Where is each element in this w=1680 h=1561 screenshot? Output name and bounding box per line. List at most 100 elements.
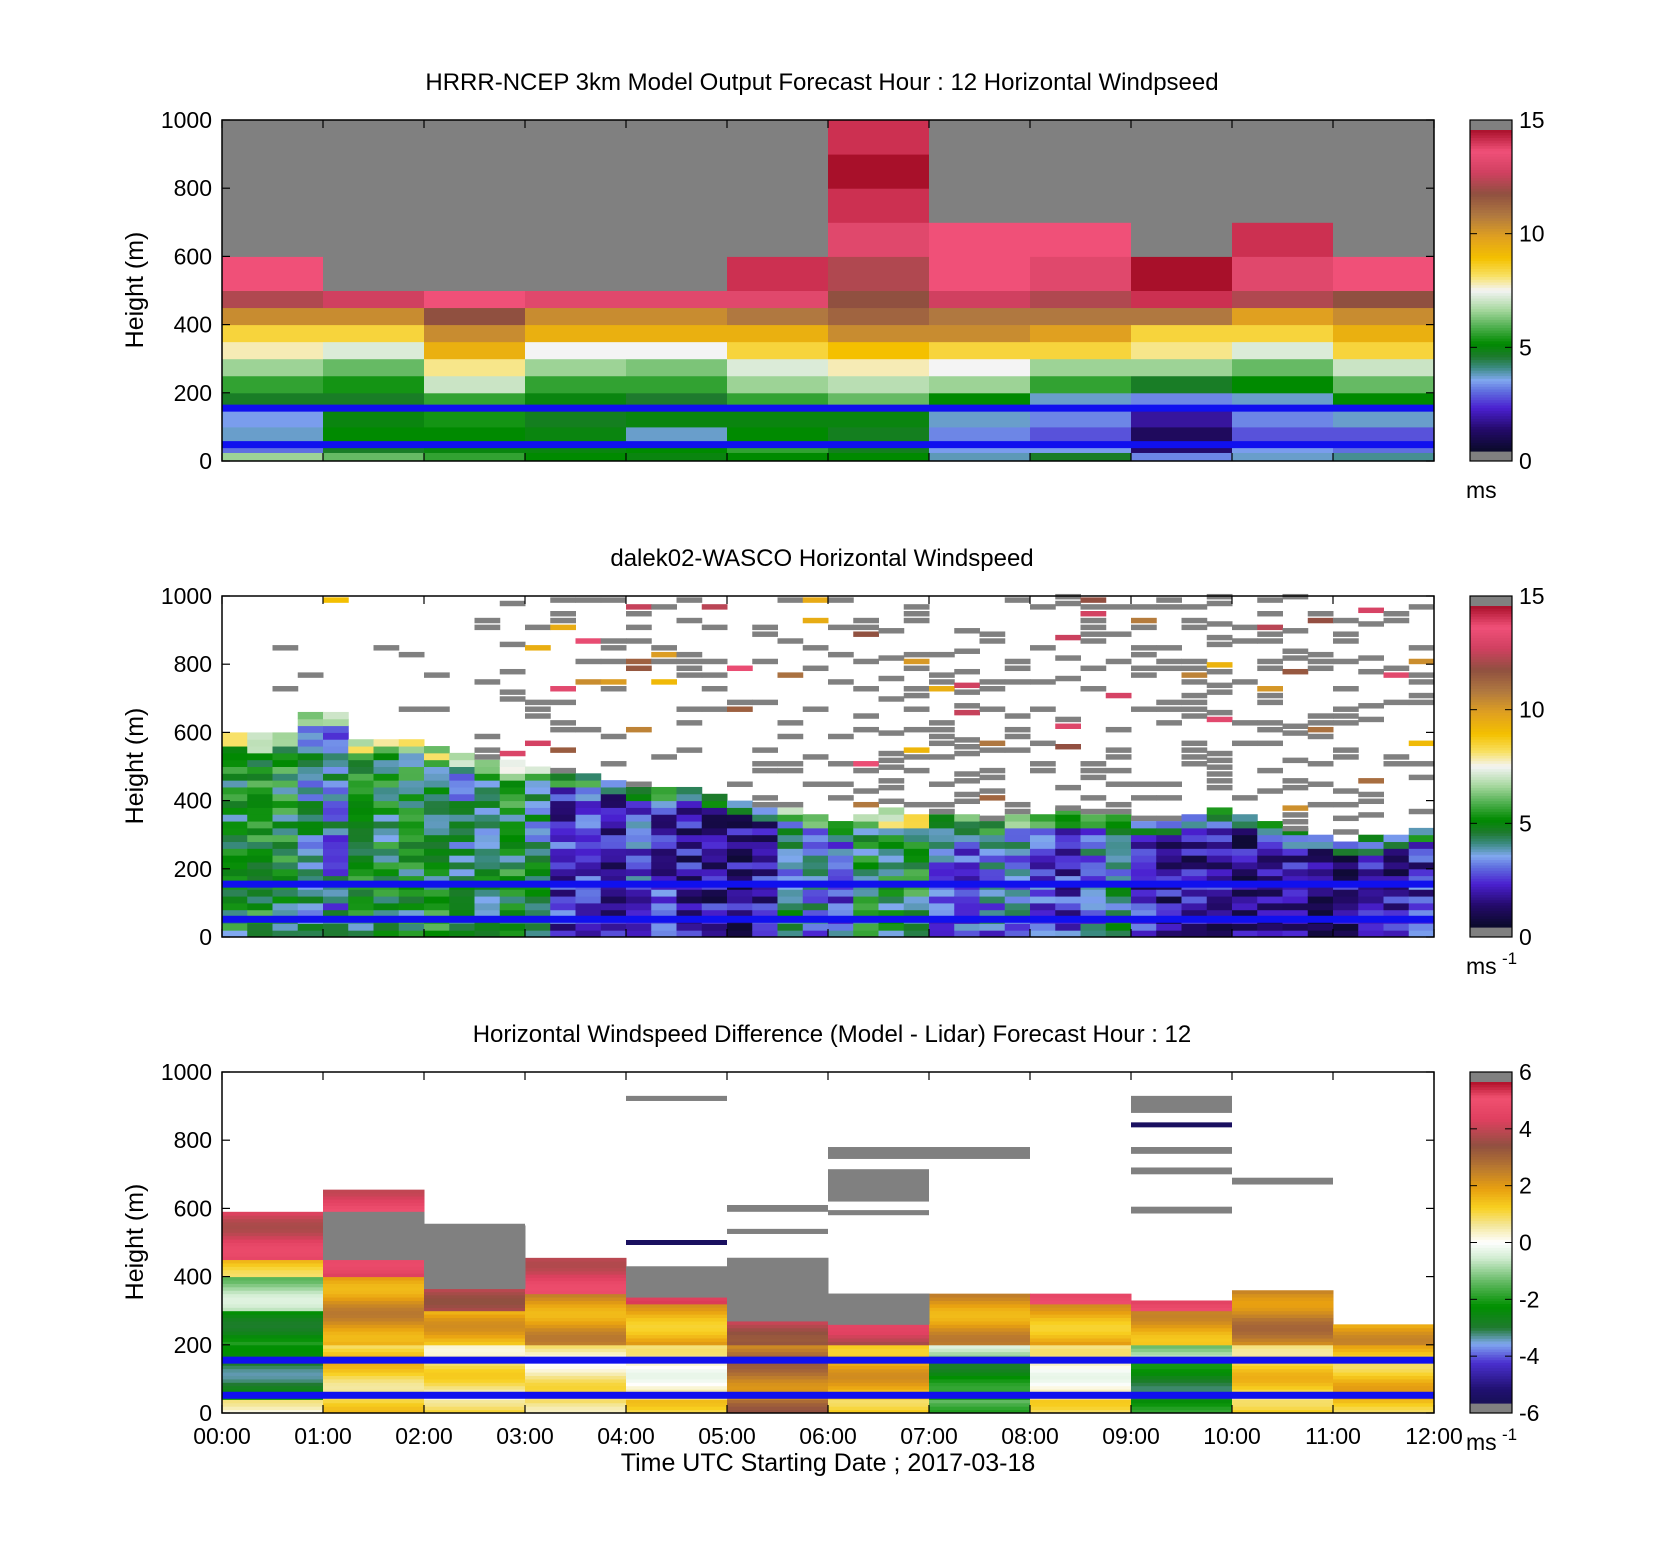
heatmap-cell bbox=[247, 861, 273, 870]
colorbar-swatch bbox=[1470, 1170, 1512, 1174]
heatmap-cell bbox=[499, 821, 526, 829]
colorbar-swatch bbox=[1470, 1282, 1512, 1286]
heatmap-cell bbox=[1030, 848, 1056, 856]
heatmap-cell bbox=[626, 188, 728, 223]
heatmap-cell bbox=[701, 793, 728, 802]
heatmap-cell bbox=[752, 861, 778, 870]
colorbar-swatch bbox=[1470, 1320, 1512, 1324]
sparse-return bbox=[1232, 679, 1258, 685]
colorbar-swatch bbox=[1470, 204, 1512, 209]
colorbar-swatch bbox=[1470, 854, 1512, 859]
colorbar-under bbox=[1470, 451, 1512, 461]
heatmap-cell bbox=[1232, 307, 1334, 326]
heatmap-cell bbox=[474, 896, 501, 904]
sparse-return bbox=[1282, 819, 1309, 825]
heatmap-cell bbox=[1080, 909, 1107, 918]
heatmap-cell bbox=[1105, 930, 1132, 938]
heatmap-cell bbox=[1131, 909, 1157, 918]
heatmap-cell bbox=[449, 752, 475, 761]
heatmap-cell bbox=[525, 861, 551, 870]
heatmap-cell bbox=[1232, 188, 1334, 223]
heatmap-cell bbox=[424, 1307, 526, 1312]
colorbar-swatch bbox=[1470, 873, 1512, 877]
heatmap-cell bbox=[777, 821, 804, 829]
sparse-return bbox=[600, 658, 627, 665]
sparse-return bbox=[1181, 658, 1208, 665]
sparse-return bbox=[1206, 709, 1233, 716]
heatmap-cell bbox=[1333, 341, 1435, 360]
heatmap-cell bbox=[954, 814, 980, 822]
sparse-return bbox=[903, 767, 930, 774]
heatmap-cell bbox=[373, 848, 400, 856]
heatmap-cell bbox=[1030, 1348, 1132, 1353]
heatmap-cell bbox=[424, 786, 450, 795]
heatmap-cell bbox=[1232, 358, 1334, 377]
heatmap-cell bbox=[348, 800, 374, 808]
heatmap-cell bbox=[1232, 861, 1258, 870]
sparse-return bbox=[550, 767, 576, 774]
heatmap-cell bbox=[929, 855, 955, 863]
sparse-return bbox=[499, 689, 526, 695]
heatmap-cell bbox=[525, 290, 627, 309]
colorbar-swatch bbox=[1470, 1384, 1512, 1388]
colorbar-swatch bbox=[1470, 814, 1512, 818]
heatmap-cell bbox=[929, 188, 1031, 223]
heatmap-cell bbox=[929, 1324, 1031, 1329]
heatmap-cell bbox=[247, 909, 273, 918]
heatmap-cell bbox=[323, 732, 349, 740]
heatmap-cell bbox=[525, 1382, 627, 1387]
heatmap-cell bbox=[222, 889, 248, 897]
sparse-return bbox=[1383, 699, 1410, 706]
sparse-return bbox=[1055, 634, 1081, 641]
colorbar-swatch bbox=[1470, 250, 1512, 254]
colorbar-swatch bbox=[1470, 231, 1512, 235]
sparse-return bbox=[878, 784, 905, 791]
sparse-return bbox=[1307, 665, 1334, 672]
heatmap-cell bbox=[701, 896, 728, 904]
colorbar-swatch bbox=[1470, 354, 1512, 358]
colorbar-swatch bbox=[1470, 1151, 1512, 1155]
heatmap-cell bbox=[525, 154, 627, 189]
heatmap-cell bbox=[1030, 1389, 1132, 1394]
heatmap-cell bbox=[222, 1218, 324, 1223]
colorbar-swatch bbox=[1470, 1183, 1512, 1187]
heatmap-cell bbox=[1105, 814, 1132, 822]
colorbar-swatch bbox=[1470, 836, 1512, 840]
y-tick-label: 800 bbox=[174, 175, 212, 201]
heatmap-cell bbox=[1181, 814, 1208, 822]
heatmap-cell bbox=[272, 902, 299, 911]
colorbar-swatch bbox=[1470, 731, 1512, 735]
heatmap-cell bbox=[853, 889, 879, 897]
colorbar-swatch bbox=[1470, 1202, 1512, 1206]
sparse-return bbox=[676, 597, 703, 603]
heatmap-cell bbox=[929, 875, 955, 883]
sparse-return bbox=[424, 706, 450, 712]
colorbar-swatch bbox=[1470, 646, 1512, 650]
heatmap-cell bbox=[1333, 1402, 1435, 1407]
heatmap-cell bbox=[1257, 909, 1283, 918]
colorbar-swatch bbox=[1470, 905, 1512, 909]
heatmap-cell bbox=[1383, 834, 1410, 843]
colorbar-swatch bbox=[1470, 694, 1512, 698]
colorbar-swatch bbox=[1470, 151, 1512, 155]
colorbar-swatch bbox=[1470, 894, 1512, 899]
heatmap-cell bbox=[222, 855, 248, 863]
heatmap-cell bbox=[1232, 821, 1258, 829]
colorbar-swatch bbox=[1470, 630, 1512, 634]
sparse-return bbox=[1206, 771, 1233, 777]
colorbar-swatch bbox=[1470, 635, 1512, 639]
x-tick-label: 10:00 bbox=[1203, 1423, 1261, 1449]
heatmap-cell bbox=[1358, 834, 1384, 843]
heatmap-cell bbox=[348, 841, 374, 849]
heatmap-cell bbox=[424, 1232, 526, 1237]
heatmap-cell bbox=[929, 409, 1031, 428]
colorbar-swatch bbox=[1470, 1245, 1512, 1249]
colorbar-swatch bbox=[1470, 1349, 1512, 1353]
sparse-return bbox=[1257, 699, 1283, 706]
heatmap-cell bbox=[348, 773, 374, 781]
colorbar-swatch bbox=[1470, 1261, 1512, 1265]
sparse-return bbox=[1257, 788, 1283, 794]
heatmap-cell bbox=[828, 154, 930, 189]
heatmap-cell bbox=[1131, 358, 1233, 377]
